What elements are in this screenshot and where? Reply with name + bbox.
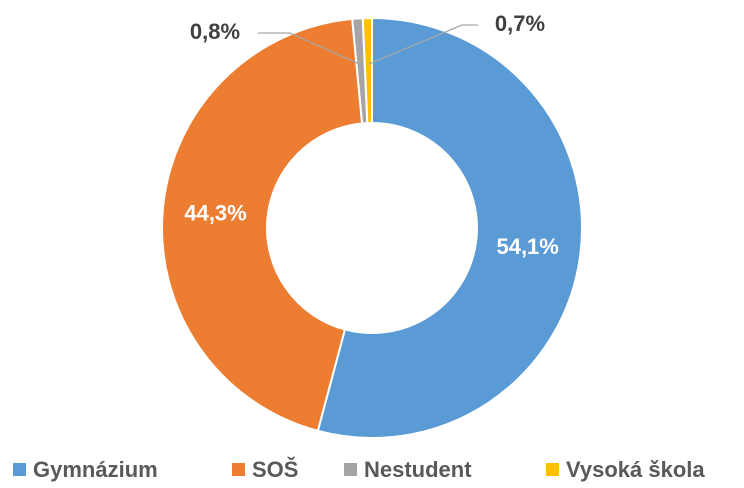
donut-slice	[161, 17, 364, 433]
legend-swatch	[13, 463, 26, 476]
legend-label: Nestudent	[364, 457, 472, 482]
legend-swatch	[232, 463, 245, 476]
data-label: 0,8%	[190, 19, 240, 44]
legend-label: SOŠ	[252, 457, 298, 482]
leader-line	[368, 24, 478, 65]
data-label: 0,7%	[495, 11, 545, 36]
donut-slice	[316, 16, 583, 439]
donut-slice	[361, 16, 373, 125]
data-label: 44,3%	[184, 201, 246, 226]
leader-line	[258, 32, 361, 66]
data-label: 54,1%	[496, 234, 558, 259]
legend-label: Vysoká škola	[566, 457, 705, 482]
legend-swatch	[546, 463, 559, 476]
legend-swatch	[344, 463, 357, 476]
legend-label: Gymnázium	[33, 457, 158, 482]
